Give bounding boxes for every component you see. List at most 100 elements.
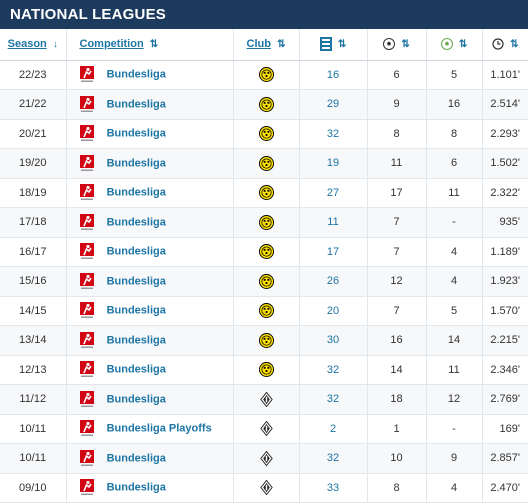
table-row: 22/23 Bundesliga 16 6 5 1.101' [0,60,528,90]
goals-cell: 8 [367,473,427,503]
competition-link[interactable]: Bundesliga [106,157,166,170]
appearances-link[interactable]: 30 [299,325,368,356]
table-row: 17/18 Bundesliga 11 7 - 935' [0,207,528,238]
minutes-cell: 2.514' [482,89,528,120]
assists-cell: 4 [426,473,483,503]
competition-link[interactable]: Bundesliga [106,275,166,288]
appearances-link[interactable]: 19 [299,148,368,179]
competition-link[interactable]: Bundesliga [106,393,166,406]
assists-column-header[interactable]: ⇅ [426,29,483,61]
minutes-column-header[interactable]: ⇅ [482,29,528,61]
minutes-cell: 2.857' [482,443,528,474]
minutes-cell: 935' [482,207,528,238]
competition-link[interactable]: Bundesliga [106,216,166,229]
borussia-dortmund-crest-icon[interactable] [258,303,274,319]
competition-column-header[interactable]: Competition ⇅ [66,29,234,61]
minutes-cell: 2.215' [482,325,528,356]
borussia-dortmund-crest-icon[interactable] [258,155,274,171]
appearances-link[interactable]: 29 [299,89,368,120]
competition-cell: Bundesliga [66,237,234,267]
club-cell [233,148,300,179]
borussia-dortmund-crest-icon[interactable] [258,273,274,289]
assist-icon [440,38,453,51]
minutes-cell: 2.293' [482,119,528,149]
competition-link[interactable]: Bundesliga [106,98,166,111]
season-cell: 19/20 [0,148,67,179]
borussia-moenchengladbach-crest-icon[interactable] [259,480,274,496]
section-title: NATIONAL LEAGUES [0,0,528,29]
competition-link[interactable]: Bundesliga [106,127,166,140]
competition-link[interactable]: Bundesliga [106,334,166,347]
competition-cell: Bundesliga [66,296,234,326]
competition-link[interactable]: Bundesliga [106,186,166,199]
borussia-moenchengladbach-crest-icon[interactable] [259,450,274,466]
minutes-cell: 1.502' [482,148,528,179]
appearances-link[interactable]: 20 [299,296,368,326]
goals-cell: 8 [367,119,427,149]
goals-cell: 10 [367,443,427,474]
goals-cell: 11 [367,148,427,179]
competition-link[interactable]: Bundesliga [106,363,166,376]
goals-column-header[interactable]: ⇅ [367,29,427,61]
borussia-dortmund-crest-icon[interactable] [258,185,274,201]
borussia-dortmund-crest-icon[interactable] [258,332,274,348]
competition-cell: Bundesliga [66,148,234,179]
appearances-link[interactable]: 33 [299,473,368,503]
appearances-link[interactable]: 27 [299,178,368,208]
borussia-moenchengladbach-crest-icon[interactable] [259,391,274,407]
assists-cell: 12 [426,384,483,415]
table-row: 10/11 Bundesliga Playoffs 2 1 - 169' [0,414,528,444]
club-header-label: Club [246,38,271,51]
club-cell [233,237,300,267]
borussia-dortmund-crest-icon[interactable] [258,67,274,83]
competition-link[interactable]: Bundesliga [106,452,166,465]
bundesliga-logo-icon [79,154,94,171]
borussia-dortmund-crest-icon[interactable] [258,126,274,142]
borussia-dortmund-crest-icon[interactable] [258,362,274,378]
borussia-dortmund-crest-icon[interactable] [258,214,274,230]
competition-cell: Bundesliga [66,266,234,297]
season-column-header[interactable]: Season ↓ [0,29,67,61]
competition-link[interactable]: Bundesliga [106,481,166,494]
minutes-cell: 2.346' [482,355,528,385]
appearances-link[interactable]: 17 [299,237,368,267]
club-column-header[interactable]: Club ⇅ [233,29,300,61]
appearances-link[interactable]: 2 [299,414,368,444]
appearances-link[interactable]: 32 [299,384,368,415]
appearances-link[interactable]: 26 [299,266,368,297]
appearances-column-header[interactable]: ⇅ [299,29,368,61]
minutes-cell: 1.101' [482,60,528,90]
minutes-cell: 2.470' [482,473,528,503]
appearances-link[interactable]: 16 [299,60,368,90]
competition-link[interactable]: Bundesliga [106,68,166,81]
table-row: 09/10 Bundesliga 33 8 4 2.470' [0,473,528,503]
season-cell: 22/23 [0,60,67,90]
competition-link[interactable]: Bundesliga [106,304,166,317]
table-row: 19/20 Bundesliga 19 11 6 1.502' [0,148,528,179]
competition-header-label: Competition [79,38,144,51]
season-cell: 15/16 [0,266,67,297]
goals-cell: 7 [367,237,427,267]
borussia-moenchengladbach-crest-icon[interactable] [259,421,274,437]
bundesliga-logo-icon [79,361,94,378]
sort-icon: ⇅ [510,39,519,51]
assists-cell: 14 [426,325,483,356]
borussia-dortmund-crest-icon[interactable] [258,244,274,260]
season-cell: 09/10 [0,473,67,503]
table-row: 20/21 Bundesliga 32 8 8 2.293' [0,119,528,149]
appearances-link[interactable]: 32 [299,355,368,385]
goals-cell: 7 [367,296,427,326]
club-cell [233,355,300,385]
minutes-cell: 2.769' [482,384,528,415]
borussia-dortmund-crest-icon[interactable] [258,96,274,112]
competition-link[interactable]: Bundesliga Playoffs [106,422,212,435]
assists-cell: 11 [426,355,483,385]
season-cell: 13/14 [0,325,67,356]
appearances-link[interactable]: 32 [299,119,368,149]
competition-link[interactable]: Bundesliga [106,245,166,258]
competition-cell: Bundesliga [66,207,234,238]
table-header-row: Season ↓ Competition ⇅ Club ⇅ ⇅ [0,29,528,61]
assists-cell: 4 [426,266,483,297]
appearances-link[interactable]: 32 [299,443,368,474]
appearances-link[interactable]: 11 [299,207,368,238]
